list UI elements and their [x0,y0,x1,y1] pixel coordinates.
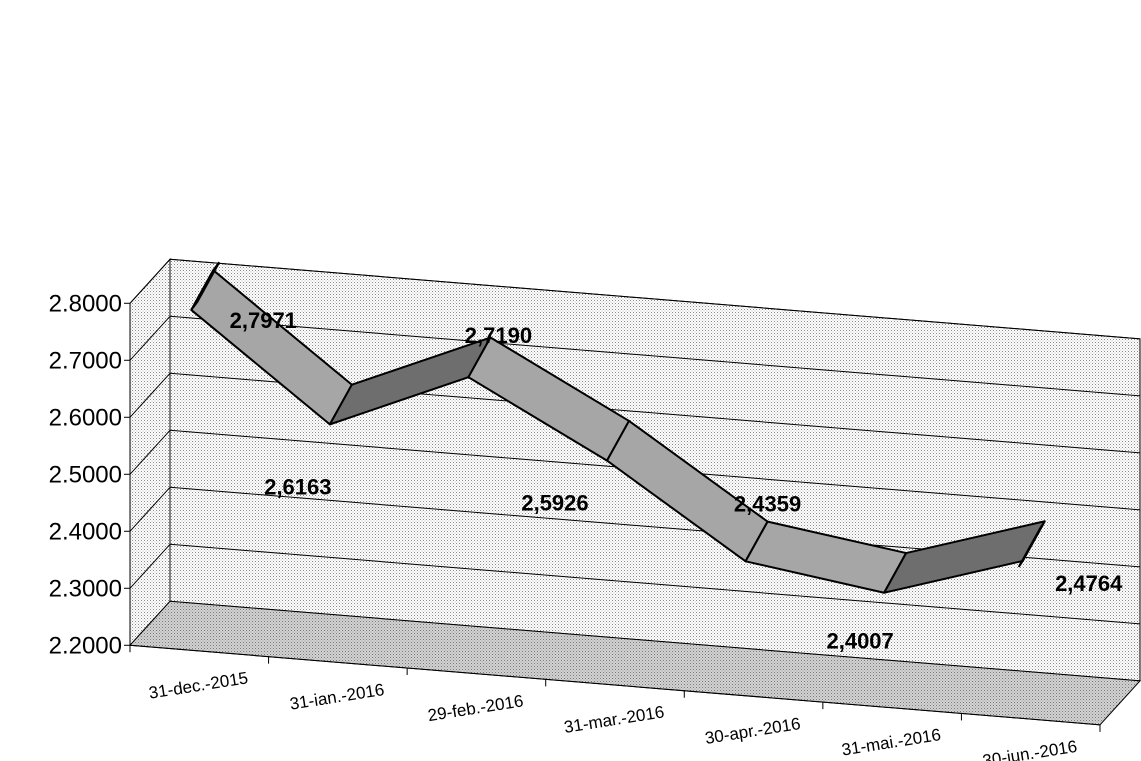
y-tick-label: 2.5000 [49,461,122,488]
gridline-side [129,486,171,532]
y-axis: 2.8000 2.7000 2.6000 2.5000 2.4000 2.3000 2.20… [49,290,131,659]
x-axis-line [129,644,1101,726]
y-tick-label: 2.2000 [49,632,122,659]
y-tick-label: 2.7000 [49,347,122,374]
gridline-side [129,315,171,361]
gridline-side [129,543,171,589]
y-tick-label: 2.4000 [49,518,122,545]
data-label: 2,7971 [230,308,297,333]
x-tick-label: 31-mai.-2016 [840,725,942,759]
gridline-side [129,429,171,475]
gridline-side [129,258,171,304]
x-tick-label: 31-mar.-2016 [563,702,666,737]
gridline [169,258,1141,340]
data-labels: 2,7971 2,6163 2,7190 2,5926 2,4359 2,4007 2,47… [230,308,1123,654]
x-tick-label: 30-apr.-2016 [704,714,802,748]
ribbon-cap [1017,520,1046,568]
gridline-side [129,372,171,418]
x-tick-label: 31-ian.-2016 [288,680,385,714]
data-label: 2,4764 [1055,571,1123,596]
data-label: 2,6163 [264,474,331,499]
x-tick-label: 31-dec.-2015 [147,668,249,702]
ribbon-series [190,261,1046,594]
data-label: 2,7190 [465,323,532,348]
gridline [169,315,1141,397]
gridline [169,543,1141,625]
y-tick-label: 2.6000 [49,404,122,431]
ribbon-cap [190,261,221,311]
data-label: 2,5926 [521,491,588,516]
y-tick-label: 2.3000 [49,575,122,602]
x-tick-label: 29-feb.-2016 [426,691,524,725]
data-label: 2,4359 [734,491,801,516]
y-tick-label: 2.8000 [49,290,122,317]
x-tick-label: 30-iun.-2016 [981,737,1078,761]
data-label: 2,4007 [826,629,893,654]
